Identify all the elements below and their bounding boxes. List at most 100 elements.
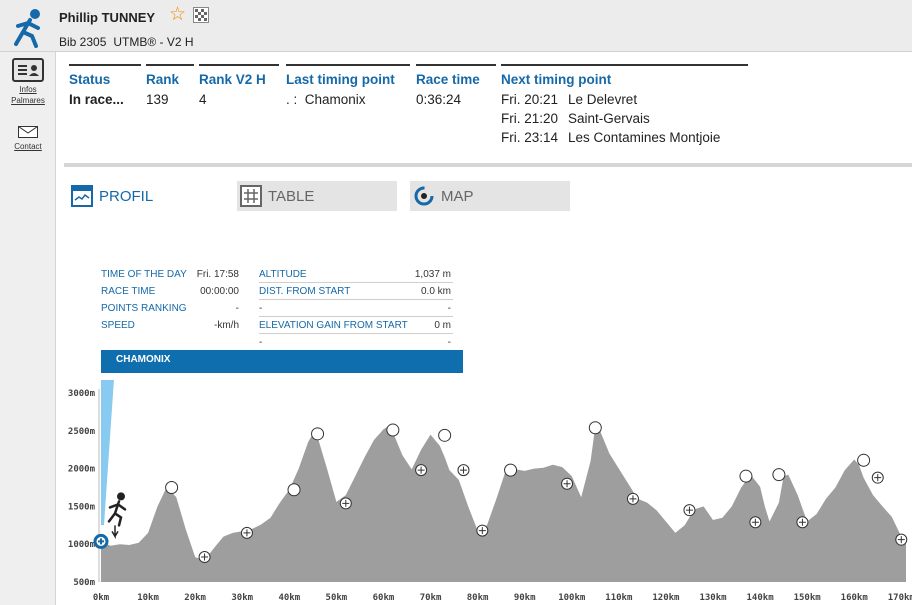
info-label: TIME OF THE DAY: [101, 269, 187, 280]
next-timing-time: Fri. 20:21: [501, 92, 559, 107]
points-ranking-row: POINTS RANKING -: [101, 300, 241, 317]
category-rank-value: 4: [199, 92, 207, 107]
next-timing-row: Fri. 23:14 Les Contamines Montjoie: [501, 128, 748, 147]
x-tick-label: 160km: [841, 593, 869, 603]
next-timing-place: Saint-Gervais: [568, 111, 650, 126]
tab-label: TABLE: [268, 187, 315, 205]
plus-icon: [685, 506, 693, 514]
summit-checkpoint-marker: [588, 421, 602, 435]
info-label: RACE TIME: [101, 286, 156, 297]
elevation-profile-chart[interactable]: 3000m 2500m 2000m 1500m 1000m 500m 0km 10km 20km…: [56, 380, 912, 605]
speed-row: SPEED -km/h: [101, 317, 241, 334]
x-tick-label: 30km: [231, 593, 253, 603]
info-value: 00:00:00: [200, 286, 239, 297]
info-label: -: [259, 337, 263, 348]
id-card-icon: [12, 58, 44, 82]
plus-icon: [751, 518, 759, 526]
info-label: ELEVATION GAIN FROM START: [259, 319, 408, 331]
bib-line: Bib 2305 UTMB® - V2 H: [59, 35, 194, 49]
x-tick-label: 40km: [278, 593, 300, 603]
tab-label: PROFIL: [99, 187, 154, 205]
race-time-value: 0:36:24: [416, 92, 462, 107]
table-icon: [240, 185, 262, 207]
category-rank-column: Rank V2 H 4: [199, 64, 279, 109]
next-timing-time: Fri. 21:20: [501, 111, 559, 126]
blank-row: - -: [259, 300, 453, 317]
x-tick-label: 170km: [888, 593, 912, 603]
summit-checkpoint-marker: [857, 453, 871, 467]
rank-value: 139: [146, 92, 169, 107]
tab-table[interactable]: TABLE: [237, 181, 397, 211]
plus-icon: [798, 518, 806, 526]
info-value: 0 m: [434, 319, 451, 331]
runner-head-icon: [117, 492, 125, 501]
next-timing-row: Fri. 20:21 Le Delevret: [501, 90, 748, 109]
info-label: DIST. FROM START: [259, 285, 351, 297]
y-tick-label: 2500m: [68, 427, 96, 437]
summit-checkpoint-marker: [165, 481, 179, 494]
sidebar-item-label: Palmares: [11, 96, 45, 105]
status-label: Status: [69, 72, 111, 87]
x-tick-label: 0km: [93, 593, 110, 603]
sidebar-item-label: Contact: [14, 142, 42, 151]
section-divider: [64, 163, 912, 167]
plus-icon: [342, 499, 350, 507]
info-value: Fri. 17:58: [196, 269, 239, 280]
athlete-name: Phillip TUNNEY: [59, 10, 156, 25]
status-column: Status In race...: [69, 64, 141, 109]
last-timing-label: Last timing point: [286, 72, 395, 87]
y-tick-label: 1000m: [68, 540, 96, 550]
elevation-gain-row: ELEVATION GAIN FROM START 0 m: [259, 317, 453, 334]
y-tick-label: 500m: [73, 578, 95, 588]
summit-checkpoint-marker: [386, 423, 400, 437]
map-icon: [414, 186, 434, 206]
plus-icon: [459, 466, 467, 474]
x-tick-label: 10km: [137, 593, 159, 603]
next-timing-row: Fri. 21:20 Saint-Gervais: [501, 109, 748, 128]
info-value: -: [447, 337, 451, 348]
x-tick-label: 90km: [514, 593, 536, 603]
rank-label: Rank: [146, 72, 180, 87]
rank-column: Rank 139: [146, 64, 194, 109]
plus-icon: [563, 480, 571, 488]
location-banner: CHAMONIX: [101, 350, 463, 373]
x-tick-label: 150km: [794, 593, 822, 603]
next-timing-label: Next timing point: [501, 72, 612, 87]
finish-flag-icon[interactable]: [193, 7, 209, 23]
x-tick-label: 70km: [420, 593, 442, 603]
info-label: SPEED: [101, 320, 135, 331]
distance-row: DIST. FROM START 0.0 km: [259, 283, 453, 300]
tab-map[interactable]: MAP: [410, 181, 570, 211]
info-value: -: [235, 303, 239, 314]
plus-icon: [243, 529, 251, 537]
favorite-star-icon[interactable]: ☆: [169, 4, 187, 25]
x-tick-label: 50km: [326, 593, 348, 603]
athlete-header: Phillip TUNNEY ☆ Bib 2305 UTMB® - V2 H: [0, 0, 912, 52]
next-timing-place: Les Contamines Montjoie: [568, 130, 721, 145]
y-tick-label: 3000m: [68, 389, 96, 399]
blank-row: - -: [259, 334, 453, 351]
info-value: -km/h: [214, 320, 239, 331]
next-timing-place: Le Delevret: [568, 92, 638, 107]
info-value: -: [447, 302, 451, 314]
x-tick-label: 60km: [373, 593, 395, 603]
sidebar-item-contact[interactable]: Contact: [0, 126, 56, 152]
x-tick-label: 20km: [184, 593, 206, 603]
category-rank-label: Rank V2 H: [199, 72, 266, 87]
sidebar-item-infos[interactable]: Infos Palmares: [0, 58, 56, 106]
summit-checkpoint-marker: [287, 483, 301, 497]
down-arrow-icon: [111, 525, 119, 540]
envelope-icon: [18, 126, 38, 138]
summit-checkpoint-marker: [438, 428, 452, 442]
summit-checkpoint-marker: [739, 469, 753, 483]
next-timing-time: Fri. 23:14: [501, 130, 559, 145]
x-tick-label: 120km: [652, 593, 680, 603]
last-timing-column: Last timing point . : Chamonix: [286, 64, 410, 109]
next-timing-column: Next timing point Fri. 20:21 Le Delevret …: [501, 64, 748, 147]
last-timing-value: . : Chamonix: [286, 92, 366, 107]
tab-profil[interactable]: PROFIL: [68, 181, 228, 211]
info-label: ALTITUDE: [259, 268, 307, 280]
x-tick-label: 100km: [558, 593, 586, 603]
plus-icon: [478, 527, 486, 535]
start-plus-icon: [98, 538, 104, 545]
